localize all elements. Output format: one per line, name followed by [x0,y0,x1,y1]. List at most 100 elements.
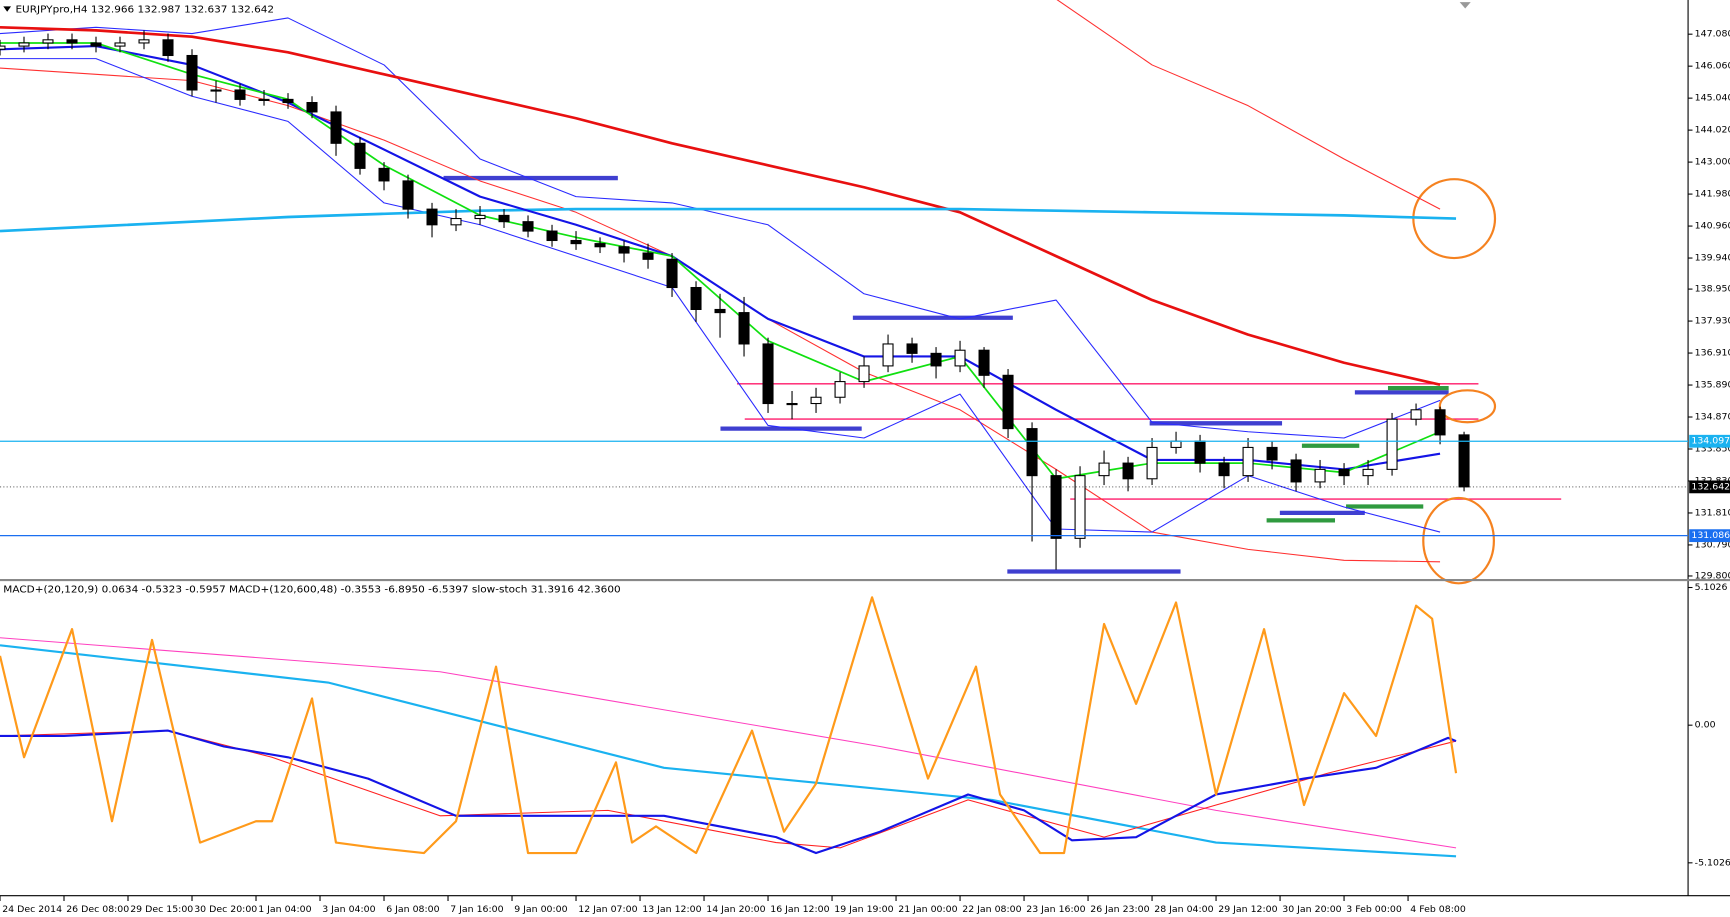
y-tick-label: 135.890 [1695,380,1730,391]
candle-body [1434,409,1446,436]
y-tick-label: 143.000 [1695,157,1730,168]
x-tick-label: 3 Feb 00:00 [1346,904,1402,915]
price-label: 132.642 [1691,481,1730,492]
series-line [1056,0,1441,210]
candle-body [1074,475,1086,539]
candle-body [1458,434,1470,488]
price-label: 131.086 [1691,530,1730,541]
x-tick-label: 26 Jan 23:00 [1090,904,1149,915]
candle-body [522,221,534,232]
y-tick-label: 136.910 [1695,348,1730,359]
candle-body [1098,462,1110,477]
series-line [0,729,1457,855]
candle-body [858,365,870,383]
y-tick-label: 139.940 [1695,253,1730,264]
candle-body [378,167,390,182]
candle-body [1362,468,1374,477]
candle-body [978,349,990,376]
y-tick-label: 133.850 [1695,444,1730,455]
x-tick-label: 21 Jan 00:00 [898,904,957,915]
candle-body [42,39,54,44]
series-line [0,730,1457,849]
candle-body [1146,446,1158,480]
candle-body [618,246,630,254]
candle-body [546,230,558,242]
candle-body [882,343,894,367]
highlight-circle [1438,389,1497,424]
x-tick-label: 19 Jan 19:00 [834,904,893,915]
y-tick-label: -5.1026 [1695,857,1730,868]
y-tick-label: 137.930 [1695,316,1730,327]
x-tick-label: 28 Jan 04:00 [1154,904,1213,915]
candle-body [234,89,246,100]
y-tick-label: 134.870 [1695,412,1730,423]
candle-body [402,180,414,210]
series-line [0,25,1441,387]
x-tick-label: 6 Jan 08:00 [386,904,440,915]
candle-body [0,45,6,50]
candle-body [138,39,150,44]
candle-body [282,98,294,104]
x-tick-label: 16 Jan 12:00 [770,904,829,915]
x-tick-label: 29 Dec 15:00 [130,904,193,915]
candle-body [210,89,222,92]
candle-body [18,42,30,47]
y-tick-label: 140.960 [1695,221,1730,232]
x-tick-label: 29 Jan 12:00 [1218,904,1277,915]
y-tick-label: 147.080 [1695,29,1730,40]
x-tick-label: 4 Feb 08:00 [1410,904,1466,915]
price-label-box [1689,480,1730,494]
series-line [0,644,1457,858]
candle-body [162,39,174,57]
y-tick-label: 131.810 [1695,508,1730,519]
candle-body [1290,459,1302,483]
candle-body [1050,475,1062,539]
candle-body [186,54,198,91]
candle-body [66,39,78,44]
candle-body [450,218,462,226]
candle-body [1170,440,1182,448]
candle-body [90,42,102,47]
y-tick-label: 0.00 [1695,720,1716,731]
candle-body [330,111,342,144]
y-tick-label: 5.1026 [1695,582,1728,593]
header-marker [3,6,12,12]
candle-body [810,396,822,405]
candle-body [1410,409,1422,420]
main-header: EURJPYpro,H4 132.966 132.987 132.637 132… [15,4,274,16]
price-label: 134.097 [1691,436,1730,447]
candle-body [1242,446,1254,477]
x-tick-label: 9 Jan 00:00 [514,904,568,915]
y-tick-label: 130.790 [1695,540,1730,551]
series-line [0,207,1457,233]
candle-body [114,42,126,47]
candle-body [306,101,318,113]
x-tick-label: 13 Jan 12:00 [642,904,701,915]
candle-body [570,239,582,245]
candle-body [498,214,510,223]
candle-body [834,381,846,398]
candle-body [1026,428,1038,477]
x-tick-label: 26 Dec 08:00 [66,904,129,915]
candle-body [1338,468,1350,477]
x-tick-label: 7 Jan 16:00 [450,904,504,915]
series-line [0,58,1441,533]
series-line [0,17,1441,439]
y-tick-label: 141.980 [1695,189,1730,200]
candle-body [666,258,678,289]
y-tick-label: 146.060 [1695,61,1730,72]
candle-body [594,243,606,248]
x-tick-label: 23 Jan 16:00 [1026,904,1085,915]
x-tick-label: 22 Jan 08:00 [962,904,1021,915]
highlight-circle [1422,496,1495,585]
x-tick-label: 30 Jan 20:00 [1282,904,1341,915]
x-tick-label: 3 Jan 04:00 [322,904,376,915]
price-label-box [1689,434,1730,448]
series-line [0,596,1458,855]
x-tick-label: 12 Jan 07:00 [578,904,637,915]
candle-body [954,349,966,367]
candle-body [354,142,366,169]
